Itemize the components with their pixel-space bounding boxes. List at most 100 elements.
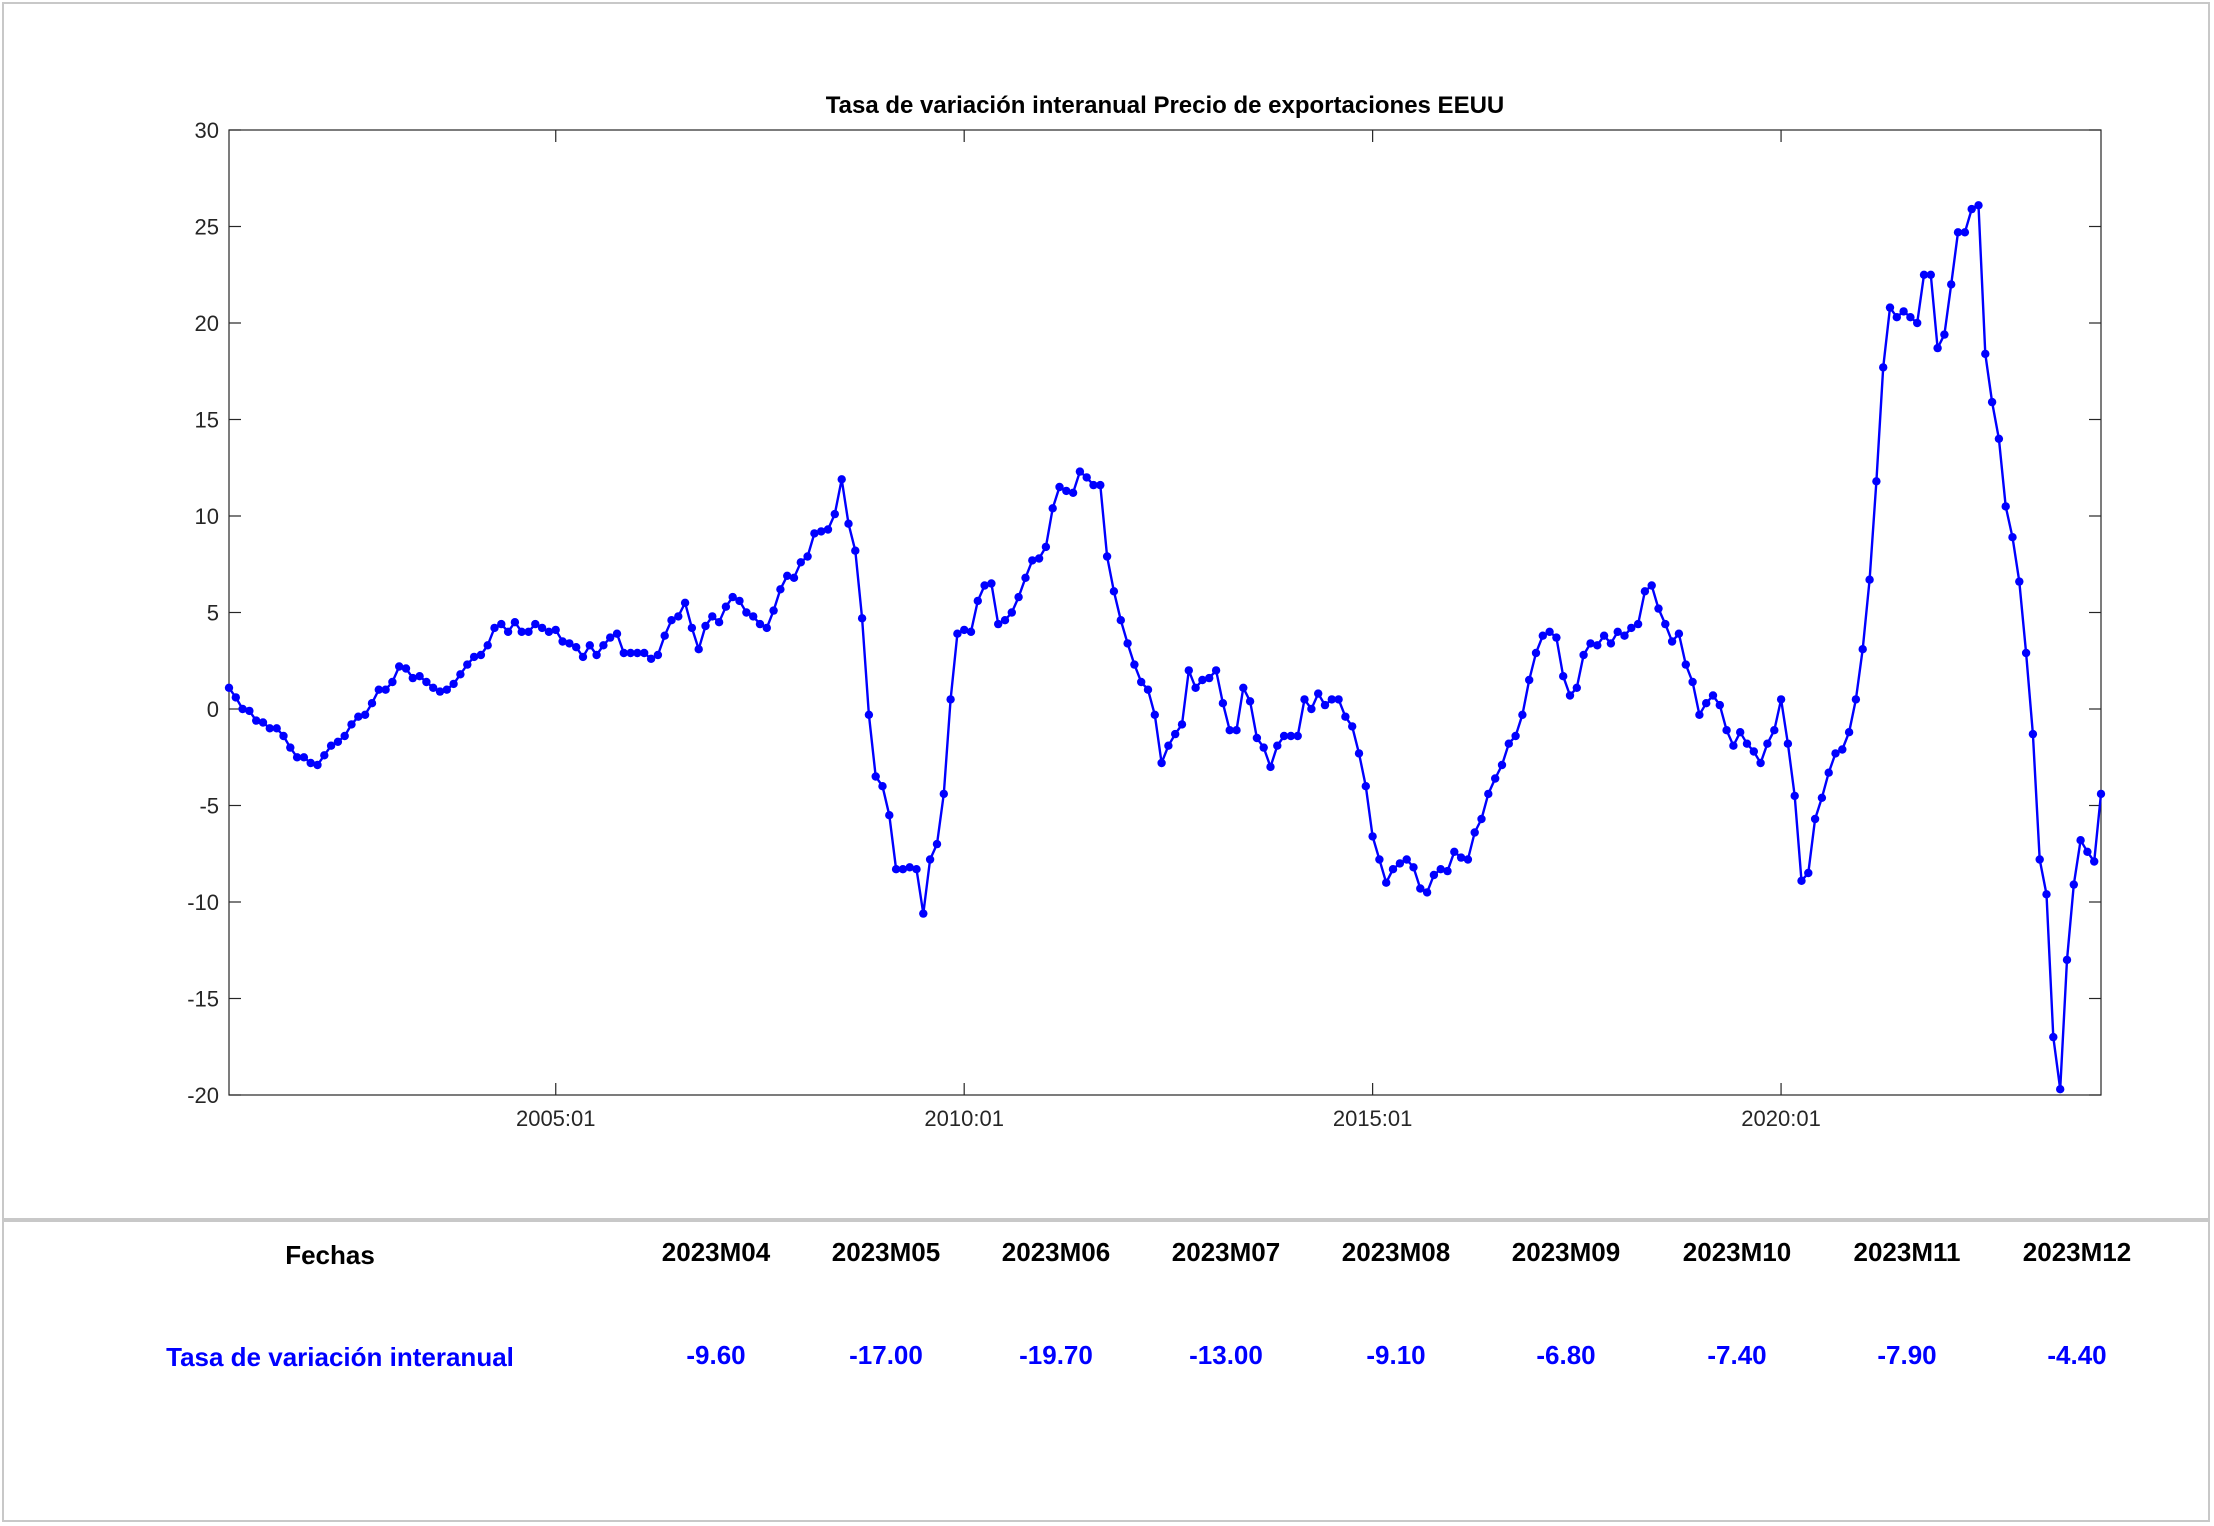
data-point bbox=[1865, 575, 1874, 584]
data-point bbox=[1518, 710, 1527, 719]
data-point bbox=[1443, 866, 1452, 876]
data-point bbox=[1892, 313, 1902, 322]
data-point bbox=[708, 612, 717, 621]
data-point bbox=[1463, 855, 1473, 864]
data-point bbox=[2096, 789, 2106, 799]
x-tick-label: 2020:01 bbox=[1741, 1106, 1821, 1131]
data-point bbox=[2062, 955, 2072, 965]
data-point bbox=[776, 585, 785, 594]
data-point bbox=[769, 606, 778, 615]
value-cell: -7.40 bbox=[1707, 1340, 1767, 1370]
data-point bbox=[1307, 704, 1316, 714]
data-point bbox=[1382, 878, 1391, 887]
data-point bbox=[2021, 648, 2031, 658]
table-header-label: Fechas bbox=[285, 1240, 375, 1270]
date-header: 2023M08 bbox=[1341, 1237, 1451, 1267]
data-point bbox=[231, 693, 240, 702]
y-tick-label: 0 bbox=[207, 697, 219, 722]
y-tick-label: 25 bbox=[195, 215, 219, 240]
data-point bbox=[469, 652, 479, 662]
data-point bbox=[810, 529, 819, 538]
data-point bbox=[388, 677, 397, 687]
data-point bbox=[1055, 482, 1064, 492]
date-header: 2023M12 bbox=[2022, 1237, 2132, 1267]
data-point bbox=[1028, 556, 1037, 565]
data-point bbox=[1409, 863, 1418, 872]
data-point bbox=[1314, 689, 1323, 698]
data-point bbox=[1402, 855, 1411, 864]
data-point bbox=[490, 623, 499, 633]
data-point bbox=[749, 612, 758, 621]
data-point bbox=[2035, 855, 2044, 864]
data-point bbox=[1116, 616, 1126, 625]
data-point bbox=[1368, 832, 1377, 841]
data-point bbox=[762, 623, 771, 633]
data-point bbox=[1484, 789, 1493, 799]
data-point bbox=[1205, 673, 1214, 683]
data-point bbox=[326, 741, 336, 750]
data-point bbox=[1756, 758, 1765, 768]
line-chart: Tasa de variación interanual Precio de e… bbox=[187, 92, 2106, 1131]
data-point bbox=[653, 650, 663, 660]
data-point bbox=[946, 695, 955, 704]
data-point bbox=[1565, 691, 1575, 700]
data-point bbox=[1715, 700, 1725, 710]
data-point bbox=[789, 573, 799, 582]
data-point bbox=[1354, 749, 1364, 758]
data-point bbox=[286, 743, 295, 752]
data-point bbox=[1007, 608, 1016, 617]
data-point bbox=[565, 639, 574, 648]
data-point bbox=[517, 627, 526, 636]
data-point bbox=[1395, 859, 1405, 868]
data-point bbox=[333, 737, 343, 746]
data-point bbox=[1436, 865, 1445, 874]
data-point bbox=[1797, 876, 1806, 885]
data-point bbox=[2015, 577, 2024, 586]
data-point bbox=[585, 641, 594, 650]
data-point bbox=[258, 718, 268, 727]
data-point bbox=[1906, 313, 1915, 322]
data-point bbox=[456, 670, 465, 679]
data-point bbox=[1041, 542, 1051, 552]
data-point bbox=[987, 579, 996, 588]
data-point bbox=[728, 592, 737, 602]
data-point bbox=[973, 596, 982, 606]
x-tick-label: 2005:01 bbox=[516, 1106, 596, 1131]
data-point bbox=[1987, 397, 1997, 407]
data-point bbox=[2056, 1085, 2065, 1094]
data-point bbox=[340, 731, 349, 741]
date-header: 2023M05 bbox=[831, 1237, 941, 1267]
data-point bbox=[1177, 720, 1187, 729]
data-point bbox=[449, 679, 458, 689]
data-point bbox=[1844, 728, 1854, 737]
data-point bbox=[1831, 749, 1840, 758]
data-point bbox=[919, 909, 928, 918]
data-point bbox=[1068, 488, 1078, 497]
data-point bbox=[1851, 695, 1861, 704]
y-tick-label: 5 bbox=[207, 601, 219, 626]
date-header: 2023M09 bbox=[1511, 1237, 1621, 1267]
data-point bbox=[279, 731, 288, 741]
y-tick-label: -10 bbox=[187, 890, 219, 915]
data-point bbox=[1933, 343, 1942, 353]
value-cell: -9.10 bbox=[1366, 1340, 1426, 1370]
data-point bbox=[1327, 695, 1337, 704]
data-point bbox=[592, 650, 601, 660]
data-point bbox=[783, 571, 792, 580]
data-point bbox=[1647, 581, 1656, 590]
data-point bbox=[1559, 672, 1568, 681]
data-point bbox=[1538, 631, 1548, 640]
value-cell: -19.70 bbox=[1019, 1340, 1093, 1370]
data-point bbox=[1940, 330, 1949, 339]
data-point bbox=[1143, 685, 1153, 694]
data-point bbox=[1531, 648, 1541, 658]
plot-area-frame bbox=[228, 129, 2102, 1096]
data-point bbox=[2001, 502, 2010, 511]
data-point bbox=[1014, 592, 1023, 602]
y-tick-label: -20 bbox=[187, 1083, 219, 1108]
data-point bbox=[660, 631, 669, 640]
data-point bbox=[1599, 631, 1609, 640]
data-point bbox=[898, 865, 908, 874]
data-point bbox=[714, 618, 724, 627]
data-point bbox=[1572, 683, 1582, 692]
